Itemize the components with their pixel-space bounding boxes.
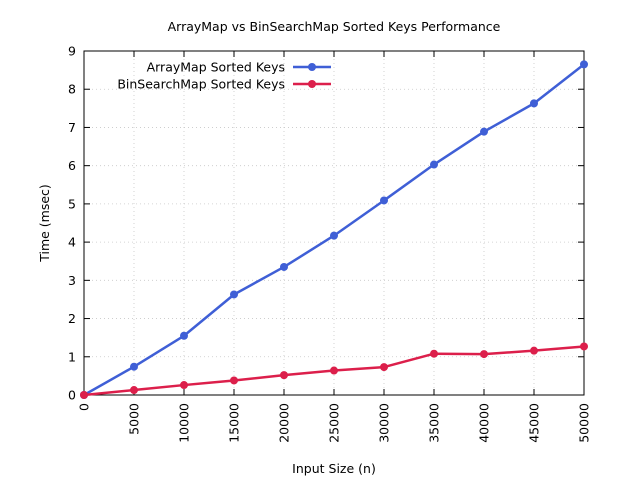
data-point xyxy=(580,342,588,351)
x-tick-label: 20000 xyxy=(277,403,292,443)
chart-title: ArrayMap vs BinSearchMap Sorted Keys Per… xyxy=(168,19,501,34)
legend-marker xyxy=(308,63,316,71)
data-point xyxy=(430,349,438,358)
data-point xyxy=(330,231,338,240)
legend-marker xyxy=(308,80,316,88)
y-tick-label: 8 xyxy=(68,82,76,97)
data-point xyxy=(280,371,288,380)
x-axis-label: Input Size (n) xyxy=(292,461,376,476)
data-point xyxy=(130,386,138,395)
data-point xyxy=(480,127,488,136)
y-tick-label: 9 xyxy=(68,44,76,59)
x-tick-label: 5000 xyxy=(127,403,142,435)
y-tick-label: 4 xyxy=(68,235,76,250)
x-tick-label: 0 xyxy=(77,403,92,411)
data-point xyxy=(380,196,388,205)
x-tick-label: 35000 xyxy=(427,403,442,443)
legend: ArrayMap Sorted Keys BinSearchMap Sorted … xyxy=(117,60,331,92)
legend-label: ArrayMap Sorted Keys xyxy=(147,60,285,75)
data-point xyxy=(330,366,338,375)
data-point xyxy=(130,362,138,371)
x-tick-label: 50000 xyxy=(577,403,592,443)
y-tick-label: 1 xyxy=(68,349,76,364)
data-point xyxy=(180,381,188,390)
data-point xyxy=(230,290,238,299)
data-point xyxy=(280,262,288,271)
y-tick-label: 3 xyxy=(68,273,76,288)
y-tick-label: 7 xyxy=(68,120,76,135)
data-point xyxy=(530,346,538,355)
series-layer xyxy=(80,60,588,399)
y-axis-label: Time (msec) xyxy=(37,184,52,263)
y-tick-label: 2 xyxy=(68,311,76,326)
x-tick-label: 30000 xyxy=(377,403,392,443)
grid-lines xyxy=(84,51,584,395)
x-tick-label: 15000 xyxy=(227,403,242,443)
data-point xyxy=(430,160,438,169)
series-line xyxy=(83,63,585,397)
axis-ticks: 0 1 2 3 4 5 6 7 8 9 0 5000 10000 15000 20000 25000 30000… xyxy=(68,44,591,443)
data-point xyxy=(180,331,188,340)
x-tick-label: 10000 xyxy=(177,403,192,443)
data-point xyxy=(230,376,238,385)
data-point xyxy=(380,363,388,372)
data-point xyxy=(530,99,538,108)
x-tick-label: 25000 xyxy=(327,403,342,443)
data-point xyxy=(80,391,88,399)
data-point xyxy=(480,350,488,359)
x-tick-label: 40000 xyxy=(477,403,492,443)
y-tick-label: 5 xyxy=(68,196,76,211)
x-tick-label: 45000 xyxy=(527,403,542,443)
legend-label: BinSearchMap Sorted Keys xyxy=(117,77,285,92)
data-point xyxy=(580,60,588,69)
y-tick-label: 0 xyxy=(68,388,76,403)
y-tick-label: 6 xyxy=(68,158,76,173)
